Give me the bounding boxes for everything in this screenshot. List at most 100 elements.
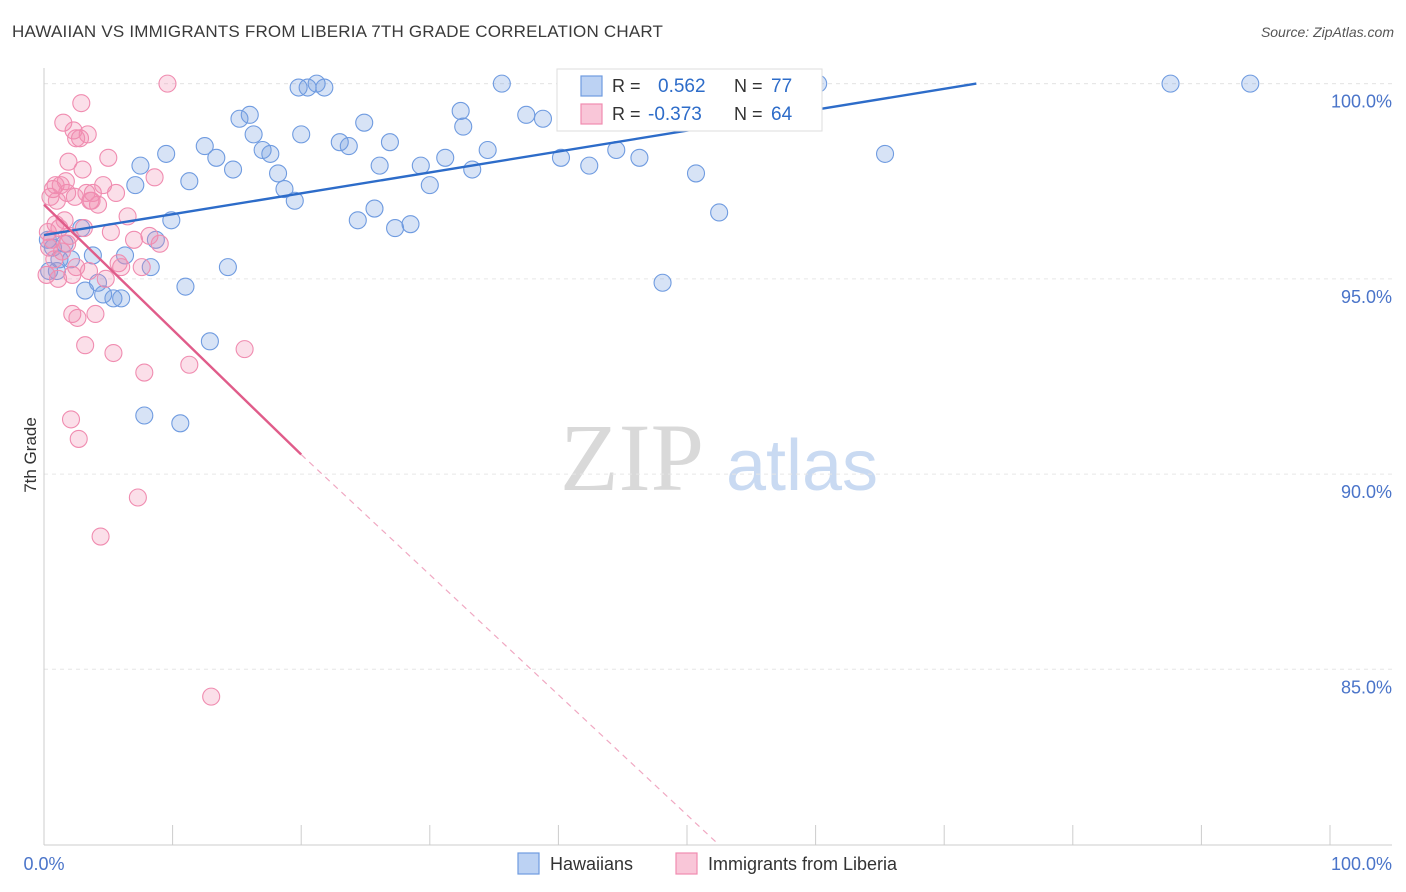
hawaiians-point-38 (292, 125, 311, 144)
hawaiians-point-60 (517, 105, 536, 124)
hawaiians-point-55 (451, 101, 470, 120)
hawaiians-point-43 (330, 133, 349, 152)
legend-n-value-2: 64 (771, 104, 793, 125)
liberia-trend-line (43, 203, 303, 456)
liberia-point-53 (145, 168, 164, 187)
hawaiians-point-51 (401, 215, 420, 234)
series-legend-swatch-liberia (675, 852, 698, 875)
tick-labels: 85.0% 90.0% 95.0% 100.0% 0.0% 100.0% (23, 92, 1392, 874)
stats-legend: R = 0.562 N = 77 R = -0.373 N = 64 (556, 68, 823, 132)
liberia-point-36 (86, 304, 105, 324)
liberia-point-24 (68, 308, 87, 327)
liberia-point-63 (46, 176, 65, 195)
liberia-point-46 (112, 258, 131, 277)
liberia-trend-extension (300, 454, 720, 846)
hawaiians-point-46 (355, 113, 374, 132)
liberia-point-17 (59, 152, 78, 171)
hawaiians-point-31 (240, 105, 259, 124)
source-label: Source: ZipAtlas.com (1260, 24, 1394, 40)
liberia-point-57 (202, 687, 221, 706)
hawaiians-point-59 (492, 74, 511, 93)
hawaiians-point-11 (94, 285, 113, 304)
hawaiians-point-16 (131, 156, 150, 175)
liberia-point-61 (63, 265, 82, 284)
hawaiians-point-22 (171, 414, 190, 433)
hawaiians-point-68 (653, 273, 672, 292)
legend-r-label-1: R = (612, 76, 641, 96)
hawaiians-point-9 (83, 246, 102, 265)
legend-swatch-liberia (580, 103, 603, 125)
liberia-point-56 (180, 355, 199, 374)
hawaiians-point-70 (686, 164, 706, 183)
liberia-point-19 (61, 410, 81, 429)
hawaiians-point-3 (47, 261, 66, 281)
hawaiians-point-28 (218, 258, 237, 277)
hawaiians-point-27 (207, 148, 226, 167)
data-points (37, 74, 1260, 706)
hawaiians-point-64 (580, 156, 599, 175)
hawaiians-point-44 (339, 137, 358, 156)
liberia-point-30 (76, 336, 95, 355)
hawaiians-point-24 (180, 172, 199, 191)
hawaiians-point-67 (630, 148, 649, 167)
legend-r-value-2: -0.373 (648, 104, 702, 125)
liberia-point-50 (132, 258, 151, 277)
liberia-point-48 (124, 230, 144, 249)
watermark-zip: ZIP (560, 404, 704, 511)
hawaiians-point-74 (875, 144, 895, 163)
hawaiians-point-77 (1241, 74, 1260, 93)
hawaiians-point-62 (551, 148, 571, 167)
chart-title: HAWAIIAN VS IMMIGRANTS FROM LIBERIA 7TH … (12, 22, 664, 41)
hawaiians-point-50 (386, 219, 405, 238)
hawaiians-point-36 (275, 179, 294, 199)
liberia-point-27 (72, 94, 91, 113)
liberia-point-33 (79, 261, 99, 281)
liberia-point-54 (150, 234, 169, 253)
hawaiians-point-26 (200, 332, 219, 351)
hawaiians-point-29 (223, 160, 243, 179)
liberia-point-25 (69, 429, 88, 448)
hawaiians-point-54 (436, 148, 455, 167)
axes (43, 68, 1392, 846)
hawaiians-point-71 (710, 203, 729, 222)
hawaiians-point-61 (533, 109, 553, 128)
hawaiians-point-32 (244, 125, 263, 144)
hawaiians-point-23 (176, 277, 195, 296)
legend-r-value-1: 0.562 (658, 76, 706, 97)
liberia-point-40 (96, 269, 115, 288)
liberia-point-55 (158, 74, 177, 93)
y-tick-label-0: 85.0% (1341, 677, 1392, 697)
hawaiians-point-37 (285, 191, 304, 210)
hawaiians-point-48 (370, 156, 389, 175)
hawaiians-point-53 (420, 176, 439, 195)
hawaiians-point-13 (112, 289, 131, 308)
hawaiians-trend-line (43, 82, 977, 237)
liberia-point-49 (128, 488, 147, 507)
liberia-point-51 (135, 363, 154, 382)
liberia-point-32 (78, 125, 97, 144)
series-legend-liberia: Immigrants from Liberia (708, 854, 898, 874)
liberia-point-62 (82, 191, 101, 210)
hawaiians-point-56 (454, 117, 473, 136)
y-axis-label: 7th Grade (21, 417, 40, 493)
liberia-point-6 (45, 250, 64, 269)
liberia-point-44 (106, 183, 126, 202)
liberia-point-43 (104, 343, 123, 363)
liberia-point-58 (235, 340, 254, 359)
series-legend: Hawaiians Immigrants from Liberia (517, 852, 898, 875)
watermark-atlas: atlas (726, 426, 878, 506)
y-tick-label-3: 100.0% (1331, 92, 1392, 112)
hawaiians-point-20 (157, 144, 176, 163)
hawaiians-point-34 (261, 144, 280, 163)
legend-n-label-1: N = (734, 76, 763, 96)
hawaiians-point-17 (135, 406, 154, 425)
hawaiians-point-15 (126, 176, 145, 195)
liberia-point-59 (67, 129, 86, 148)
x-tick-label-1: 100.0% (1331, 854, 1392, 874)
hawaiians-point-45 (348, 211, 367, 230)
liberia-point-38 (91, 527, 110, 546)
liberia-point-41 (99, 148, 118, 167)
y-tick-label-2: 95.0% (1341, 287, 1392, 307)
hawaiians-point-47 (365, 199, 384, 218)
hawaiians-point-76 (1161, 74, 1180, 93)
